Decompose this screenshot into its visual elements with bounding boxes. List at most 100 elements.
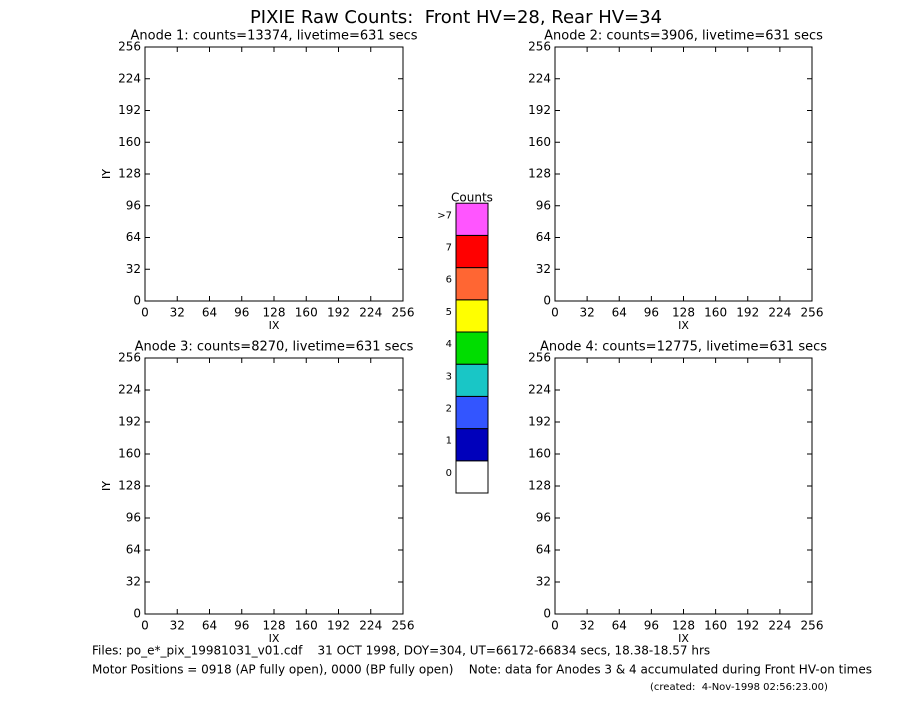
colorbar-swatch — [455, 267, 489, 301]
y-axis-label: IY — [100, 481, 113, 491]
page-title: PIXIE Raw Counts: Front HV=28, Rear HV=3… — [250, 7, 662, 28]
colorbar-swatch — [455, 428, 489, 462]
x-tick-label: 128 — [672, 619, 695, 633]
x-tick-label: 160 — [295, 306, 318, 320]
colorbar-swatch — [455, 234, 489, 269]
x-tick-label: 160 — [295, 619, 318, 633]
colorbar-label: >7 — [437, 210, 452, 221]
colorbar-swatch — [455, 395, 489, 430]
y-tick-label: 0 — [543, 607, 551, 621]
colorbar-swatch — [455, 363, 489, 397]
y-tick-label: 192 — [528, 415, 551, 429]
y-tick-label: 96 — [126, 511, 141, 525]
colorbar-label: 4 — [446, 339, 452, 350]
x-tick-label: 128 — [263, 619, 286, 633]
x-tick-label: 0 — [551, 306, 559, 320]
x-tick-label: 192 — [736, 619, 759, 633]
colorbar-label: 2 — [446, 404, 452, 415]
y-tick-label: 64 — [126, 230, 141, 244]
x-tick-label: 32 — [579, 306, 594, 320]
x-tick-label: 224 — [768, 619, 791, 633]
colorbar-label: 6 — [446, 275, 452, 286]
y-tick-label: 256 — [118, 351, 141, 365]
y-tick-label: 32 — [536, 262, 551, 276]
x-tick-label: 64 — [612, 619, 627, 633]
colorbar-swatch — [455, 331, 489, 365]
x-tick-label: 64 — [202, 619, 217, 633]
x-tick-label: 96 — [644, 619, 659, 633]
x-tick-label: 32 — [579, 619, 594, 633]
colorbar-label: 3 — [446, 371, 452, 382]
x-tick-label: 224 — [768, 306, 791, 320]
x-tick-label: 256 — [392, 306, 415, 320]
plot-frame — [554, 357, 813, 615]
x-tick-label: 160 — [704, 306, 727, 320]
y-tick-label: 32 — [126, 575, 141, 589]
x-tick-label: 192 — [327, 306, 350, 320]
y-tick-label: 256 — [118, 40, 141, 54]
y-tick-label: 0 — [543, 294, 551, 308]
y-tick-label: 0 — [133, 607, 141, 621]
y-tick-label: 224 — [118, 71, 141, 85]
x-tick-label: 32 — [170, 619, 185, 633]
y-tick-label: 96 — [536, 198, 551, 212]
x-tick-label: 256 — [392, 619, 415, 633]
y-tick-label: 160 — [118, 447, 141, 461]
y-tick-label: 64 — [536, 543, 551, 557]
y-tick-label: 32 — [536, 575, 551, 589]
x-tick-label: 0 — [551, 619, 559, 633]
x-tick-label: 192 — [736, 306, 759, 320]
plot-frame — [144, 357, 404, 615]
x-tick-label: 224 — [359, 306, 382, 320]
x-axis-label: IX — [678, 632, 689, 645]
y-tick-label: 128 — [118, 479, 141, 493]
x-tick-label: 256 — [801, 306, 824, 320]
x-tick-label: 192 — [327, 619, 350, 633]
footer-motor: Motor Positions = 0918 (AP fully open), … — [92, 663, 872, 677]
y-axis-label: IY — [100, 169, 113, 179]
y-tick-label: 128 — [528, 167, 551, 181]
plot-frame — [144, 46, 404, 302]
colorbar-title: Counts — [451, 191, 493, 205]
y-tick-label: 192 — [118, 103, 141, 117]
y-tick-label: 192 — [118, 415, 141, 429]
x-tick-label: 64 — [202, 306, 217, 320]
x-tick-label: 32 — [170, 306, 185, 320]
y-tick-label: 256 — [528, 40, 551, 54]
y-axis-label: IY — [100, 481, 113, 491]
colorbar-swatch — [455, 202, 489, 236]
colorbar-label: 0 — [446, 468, 452, 479]
x-tick-label: 128 — [263, 306, 286, 320]
x-tick-label: 96 — [644, 306, 659, 320]
y-tick-label: 192 — [528, 103, 551, 117]
x-tick-label: 224 — [359, 619, 382, 633]
y-axis-label: IY — [100, 169, 113, 179]
y-tick-label: 128 — [528, 479, 551, 493]
y-tick-label: 96 — [536, 511, 551, 525]
y-tick-label: 64 — [536, 230, 551, 244]
colorbar-label: 1 — [446, 436, 452, 447]
x-tick-label: 96 — [234, 306, 249, 320]
x-tick-label: 256 — [801, 619, 824, 633]
panel-title: Anode 3: counts=8270, livetime=631 secs — [135, 340, 414, 355]
x-tick-label: 0 — [141, 306, 149, 320]
footer-files: Files: po_e*_pix_19981031_v01.cdf 31 OCT… — [92, 644, 710, 658]
x-axis-label: IX — [678, 319, 689, 332]
panel-title: Anode 4: counts=12775, livetime=631 secs — [540, 340, 827, 355]
colorbar-swatch — [455, 299, 489, 333]
y-tick-label: 160 — [528, 135, 551, 149]
y-tick-label: 64 — [126, 543, 141, 557]
y-tick-label: 224 — [118, 383, 141, 397]
y-tick-label: 160 — [528, 447, 551, 461]
x-tick-label: 160 — [704, 619, 727, 633]
y-tick-label: 224 — [528, 71, 551, 85]
colorbar-label: 5 — [446, 307, 452, 318]
x-tick-label: 0 — [141, 619, 149, 633]
panel-title: Anode 2: counts=3906, livetime=631 secs — [544, 29, 823, 44]
y-tick-label: 0 — [133, 294, 141, 308]
footer-created: (created: 4-Nov-1998 02:56:23.00) — [650, 682, 828, 693]
x-tick-label: 64 — [612, 306, 627, 320]
x-axis-label: IX — [269, 632, 280, 645]
y-tick-label: 256 — [528, 351, 551, 365]
